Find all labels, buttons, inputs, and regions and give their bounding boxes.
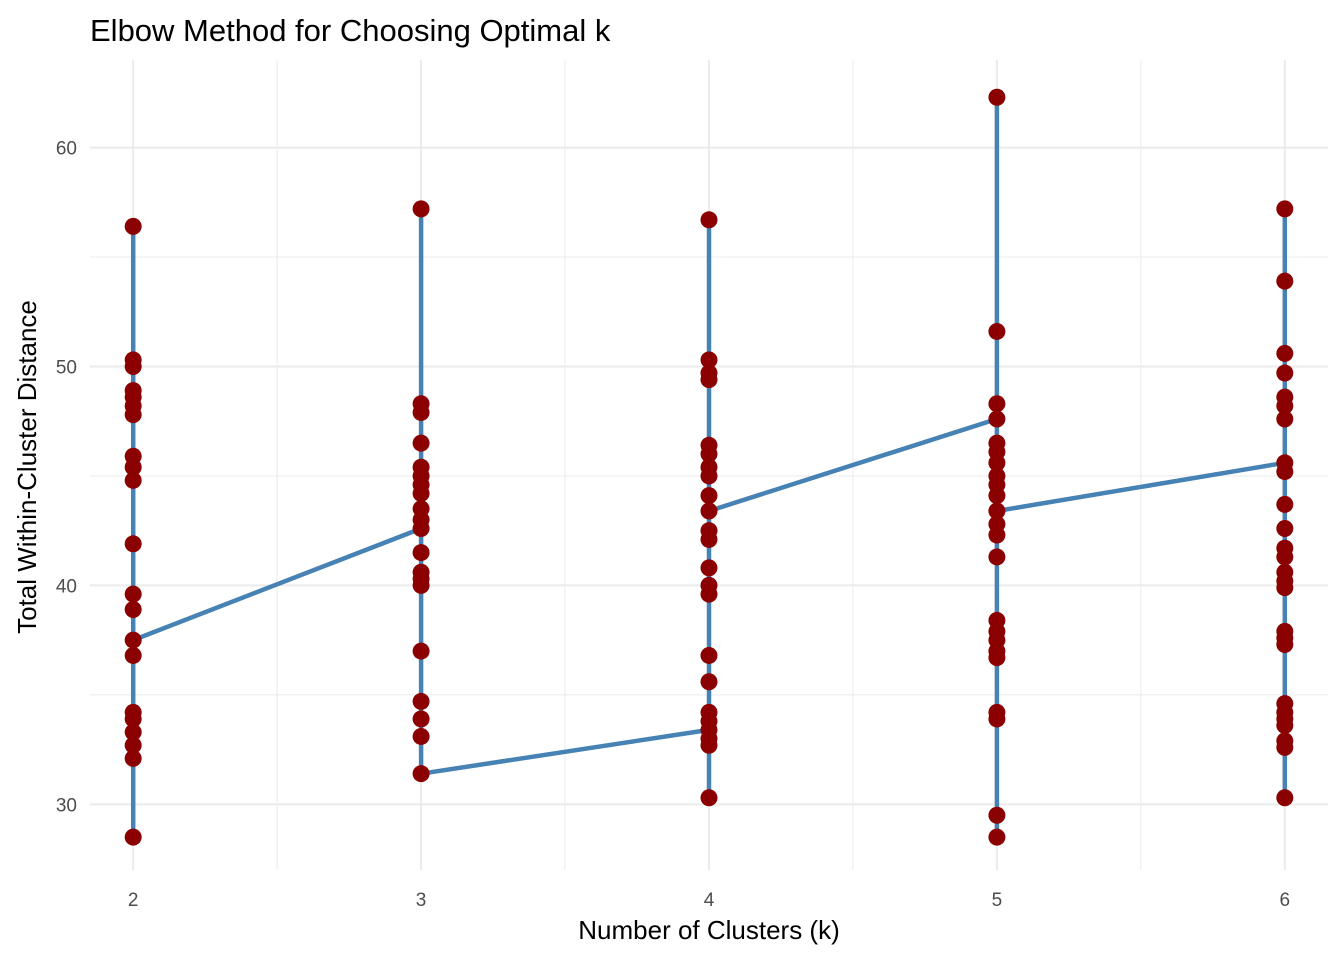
data-point (1276, 495, 1294, 513)
data-point (700, 211, 718, 229)
data-point (988, 454, 1006, 472)
data-point (1276, 717, 1294, 735)
data-point (700, 585, 718, 603)
data-point (700, 673, 718, 691)
data-point (412, 576, 430, 594)
data-point (1276, 410, 1294, 428)
data-point (412, 434, 430, 452)
x-tick-label: 5 (992, 890, 1003, 911)
data-point (124, 535, 142, 553)
data-point (1276, 738, 1294, 756)
data-point (700, 445, 718, 463)
data-point (1276, 364, 1294, 382)
data-point (412, 544, 430, 562)
data-point (700, 467, 718, 485)
x-tick-label: 3 (416, 890, 427, 911)
data-point (1276, 463, 1294, 481)
data-point (1276, 548, 1294, 566)
data-point (124, 710, 142, 728)
data-point (700, 487, 718, 505)
data-point (1276, 200, 1294, 218)
data-point (412, 484, 430, 502)
data-point (1276, 789, 1294, 807)
data-point (700, 351, 718, 369)
data-point (124, 736, 142, 754)
data-point (988, 548, 1006, 566)
x-tick-label: 6 (1280, 890, 1291, 911)
data-point (988, 322, 1006, 340)
data-point (124, 406, 142, 424)
data-point (700, 559, 718, 577)
data-point (988, 828, 1006, 846)
data-point (700, 646, 718, 664)
x-tick-labels: 2 3 4 5 6 (128, 890, 1290, 911)
data-point (412, 710, 430, 728)
x-tick-label: 2 (128, 890, 139, 911)
data-point (700, 789, 718, 807)
data-point (124, 458, 142, 476)
y-tick-label: 60 (56, 139, 77, 160)
data-point (124, 646, 142, 664)
data-point (700, 371, 718, 389)
data-point (1276, 519, 1294, 537)
y-tick-label: 30 (56, 795, 77, 816)
data-point (124, 357, 142, 375)
data-point (124, 600, 142, 618)
data-point (412, 403, 430, 421)
data-point (124, 749, 142, 767)
data-point (412, 765, 430, 783)
data-point (988, 88, 1006, 106)
data-point (124, 723, 142, 741)
data-point (700, 530, 718, 548)
data-point (700, 736, 718, 754)
x-tick-label: 4 (704, 890, 715, 911)
y-tick-label: 50 (56, 357, 77, 378)
data-point (412, 692, 430, 710)
data-point (988, 526, 1006, 544)
data-point (988, 806, 1006, 824)
data-point (124, 631, 142, 649)
data-point (1276, 397, 1294, 415)
data-point (988, 649, 1006, 667)
y-tick-label: 40 (56, 576, 77, 597)
data-point (124, 471, 142, 489)
x-axis-label: Number of Clusters (k) (578, 915, 840, 945)
data-point (988, 487, 1006, 505)
data-point (1276, 579, 1294, 597)
points-layer (124, 88, 1294, 846)
data-point (412, 519, 430, 537)
data-point (988, 502, 1006, 520)
chart-title: Elbow Method for Choosing Optimal k (90, 13, 611, 48)
data-point (412, 727, 430, 745)
data-point (700, 502, 718, 520)
data-point (412, 642, 430, 660)
data-point (988, 395, 1006, 413)
data-point (1276, 272, 1294, 290)
data-point (124, 585, 142, 603)
data-point (1276, 636, 1294, 654)
data-point (988, 410, 1006, 428)
y-axis-label: Total Within-Cluster Distance (12, 300, 42, 634)
data-point (1276, 344, 1294, 362)
y-tick-labels: 30 40 50 60 (56, 139, 77, 817)
data-point (124, 217, 142, 235)
data-point (988, 710, 1006, 728)
data-point (124, 828, 142, 846)
data-point (412, 200, 430, 218)
